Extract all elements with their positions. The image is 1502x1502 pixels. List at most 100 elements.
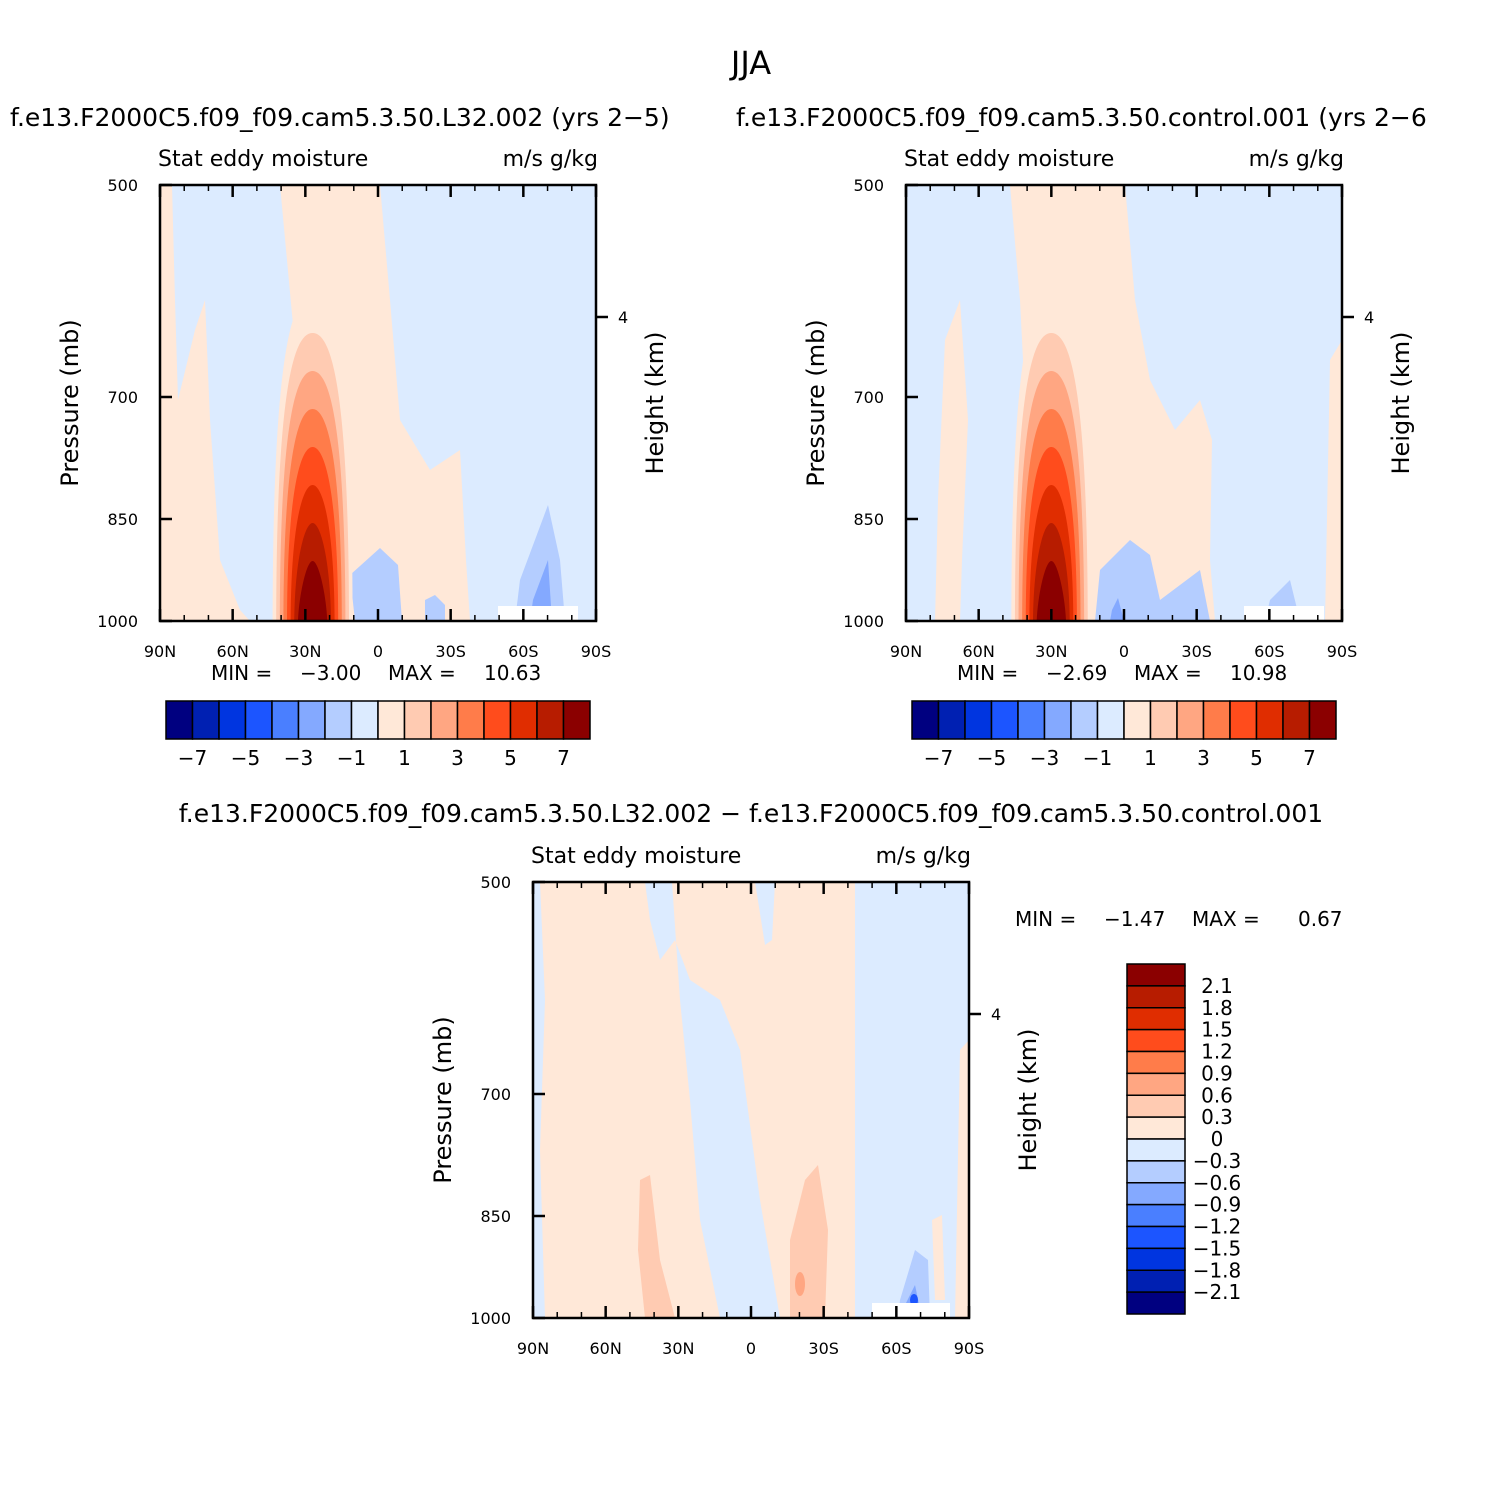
panel-2-x-tick-label: 0: [1119, 642, 1129, 661]
panel-1-left-string: Stat eddy moisture: [158, 147, 368, 172]
panel-1-colorbar-label: −3: [284, 746, 313, 770]
panel-3-colorbar-box: [1126, 1225, 1186, 1250]
panel-2-min-label: MIN =: [957, 661, 1018, 685]
panel-2-max-label: MAX =: [1134, 661, 1202, 685]
panel-3-x-tick-label: 90S: [954, 1339, 985, 1358]
panel-3-colorbar-label: 0.6: [1201, 1083, 1233, 1107]
panel-2-colorbar-box: [1308, 700, 1337, 740]
panel-2-colorbar-label: −3: [1030, 746, 1059, 770]
panel-3-height-tick-label: 4: [991, 1005, 1001, 1024]
panel-3-x-tick-label: 60S: [881, 1339, 912, 1358]
panel-1-x-tick-label: 90N: [144, 642, 176, 661]
panel-2-colorbar-box: [937, 700, 966, 740]
panel-3-max-value: 0.67: [1298, 907, 1343, 931]
panel-2-title: f.e13.F2000C5.f09_f09.cam5.3.50.control.…: [736, 103, 1427, 132]
panel-1-x-tick-label: 60N: [217, 642, 249, 661]
panel-3-negative-band-south: [855, 882, 969, 1318]
panel-2-maximum-contours: [1011, 295, 1092, 621]
panel-3-colorbar-box: [1126, 1116, 1186, 1140]
panel-3: f.e13.F2000C5.f09_f09.cam5.3.50.L32.002 …: [179, 799, 1343, 1358]
panel-1-colorbar-box: [271, 700, 300, 740]
panel-2-colorbar-box: [1123, 700, 1152, 740]
panel-2-x-tick-label: 90S: [1327, 642, 1358, 661]
panel-3-colorbar-box: [1126, 1007, 1186, 1031]
panel-3-colorbar-box: [1126, 1028, 1186, 1053]
panel-2-colorbar: −7 −5 −3 −1 1 3 5 7: [911, 700, 1337, 770]
panel-2-right-string: m/s g/kg: [1249, 147, 1344, 172]
panel-1-height-tick-label: 4: [618, 308, 628, 327]
panel-3-plus03-patch-a: [638, 1175, 675, 1318]
panel-3-colorbar-box: [1126, 1160, 1186, 1184]
panel-3-plot-field: [533, 882, 969, 1318]
panel-3-colorbar-box: [1126, 1050, 1186, 1075]
panel-3-colorbar-label: −1.8: [1193, 1258, 1242, 1282]
panel-3-colorbar-label: −0.3: [1193, 1149, 1242, 1173]
panel-3-colorbar-box: [1126, 985, 1186, 1009]
panel-2-colorbar-box: [1043, 700, 1072, 740]
panel-1-colorbar-box: [483, 700, 512, 740]
panel-3-colorbar-box: [1126, 1182, 1186, 1206]
panel-1-x-tick-label: 60S: [508, 642, 539, 661]
panel-2-colorbar-box: [1255, 700, 1284, 740]
panel-3-min-label: MIN =: [1015, 907, 1076, 931]
panel-2-x-tick-label: 30N: [1035, 642, 1067, 661]
panel-3-max-label: MAX =: [1192, 907, 1260, 931]
panel-2-x-tick-label: 90N: [890, 642, 922, 661]
panel-2-height-tick-label: 4: [1364, 308, 1374, 327]
panel-3-min-value: −1.47: [1104, 907, 1165, 931]
panel-2-colorbar-box: [1149, 700, 1178, 740]
panel-2-colorbar-box: [1282, 700, 1311, 740]
panel-3-ylabel: Pressure (mb): [429, 1016, 457, 1183]
panel-2-positive-band: [935, 300, 968, 621]
panel-2: f.e13.F2000C5.f09_f09.cam5.3.50.control.…: [736, 103, 1427, 770]
panel-3-colorbar-label: 2.1: [1201, 974, 1233, 998]
panel-1-ylabel: Pressure (mb): [56, 319, 84, 486]
panel-1-x-tick-label: 30N: [289, 642, 321, 661]
panel-3-colorbar-box: [1126, 1291, 1186, 1315]
panel-2-colorbar-label: 3: [1197, 746, 1210, 770]
panel-1-minus1-patch: [350, 548, 402, 621]
panel-1-colorbar-box: [509, 700, 538, 740]
panel-3-colorbar-label: −0.6: [1193, 1171, 1242, 1195]
panel-3-missing-data: [872, 1303, 950, 1318]
panel-1-colorbar-box: [456, 700, 485, 740]
panel-3-colorbar-box: [1126, 1269, 1186, 1293]
panel-2-y-tick-label: 500: [853, 176, 884, 195]
panel-2-plot-field: [906, 185, 1342, 621]
panel-1-colorbar-box: [536, 700, 565, 740]
panel-2-colorbar-label: 1: [1144, 746, 1157, 770]
panel-2-y-tick-label: 850: [853, 510, 884, 529]
panel-1-y-tick-label: 1000: [97, 612, 138, 631]
panel-3-x-tick-label: 30S: [808, 1339, 839, 1358]
panel-2-colorbar-label: −1: [1083, 746, 1112, 770]
panel-3-title: f.e13.F2000C5.f09_f09.cam5.3.50.L32.002 …: [179, 799, 1323, 828]
panel-3-right-string: m/s g/kg: [876, 844, 971, 869]
panel-2-colorbar-box: [1096, 700, 1125, 740]
panel-2-x-tick-label: 60N: [963, 642, 995, 661]
panel-1-y-tick-label: 500: [107, 176, 138, 195]
panel-3-ylabel-right: Height (km): [1014, 1029, 1042, 1172]
panel-1-colorbar-label: 7: [557, 746, 570, 770]
panel-2-colorbar-box: [1070, 700, 1099, 740]
panel-1-max-value: 10.63: [484, 661, 541, 685]
panel-3-x-tick-label: 0: [746, 1339, 756, 1358]
panel-1-plot-field: [160, 185, 596, 621]
panel-2-colorbar-box: [1017, 700, 1046, 740]
panel-1-colorbar-box: [430, 700, 459, 740]
panel-3-colorbar-label: 0.9: [1201, 1061, 1233, 1085]
panel-2-min-value: −2.69: [1046, 661, 1107, 685]
panel-2-missing-data: [1244, 606, 1324, 621]
panel-1-colorbar-box: [165, 700, 194, 740]
panel-3-left-string: Stat eddy moisture: [531, 844, 741, 869]
panel-3-colorbar-label: −1.2: [1193, 1215, 1242, 1239]
panel-1-min-value: −3.00: [300, 661, 361, 685]
panel-3-colorbar-label: 0: [1211, 1127, 1224, 1151]
panel-3-colorbar-box: [1126, 963, 1186, 987]
panel-2-x-tick-label: 60S: [1254, 642, 1285, 661]
panel-1-x-tick-label: 30S: [435, 642, 466, 661]
panel-1-title: f.e13.F2000C5.f09_f09.cam5.3.50.L32.002 …: [10, 103, 670, 132]
panel-3-y-tick-label: 850: [480, 1207, 511, 1226]
panel-1-colorbar-label: −1: [337, 746, 366, 770]
panel-1-colorbar-label: −7: [178, 746, 207, 770]
